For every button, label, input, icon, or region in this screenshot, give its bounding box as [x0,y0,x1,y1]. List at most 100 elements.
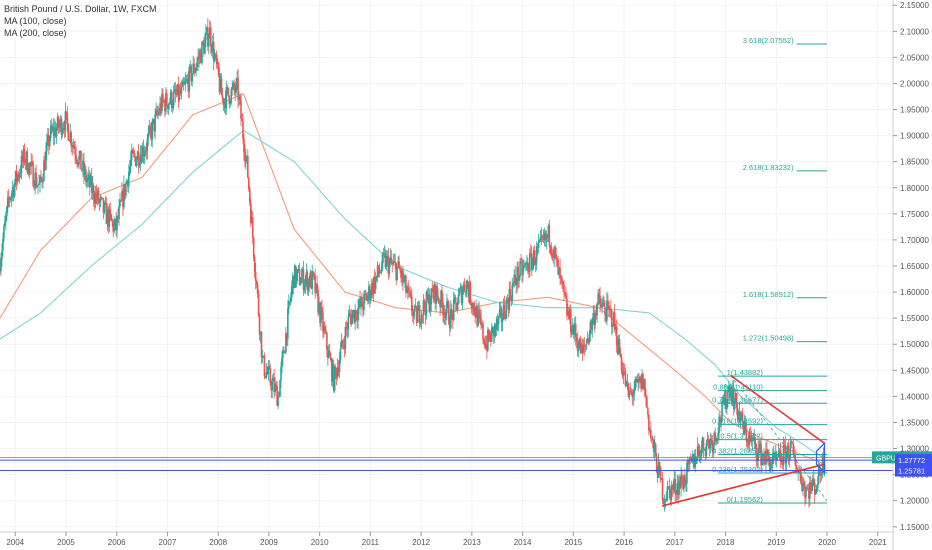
candle-body [414,306,417,307]
candle-body [698,450,701,457]
legend-symbol-line[interactable]: British Pound / U.S. Dollar, 1W, FXCM [4,4,157,14]
candle-body [567,310,569,316]
candle-body [149,126,152,130]
candle-body [792,443,795,455]
candle-body [470,303,473,306]
candle-body [487,329,489,351]
time-tick-label: 2009 [260,538,278,547]
candle-body [339,348,342,361]
candle-body [104,202,107,204]
candle-body [820,474,823,476]
candle-body [378,272,381,274]
price-tick-label: 1.35000 [900,418,929,427]
candle-body [632,394,635,398]
price-tick-label: 1.60000 [900,288,929,297]
candle-body [383,253,386,255]
candle-body [735,392,738,408]
candle-body [551,254,554,256]
candle-body [41,179,43,183]
candle-body [302,269,305,290]
candle-body [407,286,409,292]
candle-body [260,331,263,358]
candle-body [415,306,418,323]
candle-body [477,310,479,326]
candle-body [25,151,28,163]
fib-extension[interactable]: 3.618(2.07552) 2.618(1.83232) 1.618(1.5891… [712,36,828,504]
price-axis[interactable]: 2.15000 2.10000 2.05000 2.00000 1.95000 1.900… [892,0,929,550]
candles [0,18,826,512]
candle-body [70,132,73,147]
candle-body [179,89,182,94]
candle-body [289,297,292,302]
candle-body [390,257,393,264]
candle-body [319,302,321,323]
candle-body [609,308,611,310]
candle-body [819,474,822,476]
candle-body [518,276,520,281]
candle-body [113,224,115,232]
candle-body [563,284,565,293]
candle-body [806,488,808,491]
candle-body [313,273,315,276]
legend-ma100[interactable]: MA (100, close) [4,16,67,26]
candle-body [117,216,119,220]
candle-body [466,281,469,289]
candle-body [320,307,322,323]
candle-body [191,73,194,82]
candle-body [571,325,574,335]
candle-body [621,369,624,376]
candle-body [808,488,810,499]
candle-body [517,266,519,281]
time-axis[interactable]: 2004 2005 2006 2007 2008 2009 2010 2011 2012 2013… [0,531,893,547]
candle-body [590,321,593,330]
trendlines[interactable] [661,374,826,507]
candle-body [684,475,686,485]
trendline [661,463,825,507]
candle-body [435,285,437,304]
candle-body [288,301,291,303]
ma-line-200 [0,129,825,460]
candle-body [42,181,44,183]
candle-body [263,355,266,377]
candle-body [91,185,94,193]
candle-body [458,289,461,295]
candle-body [559,267,561,277]
candle-body [158,112,160,114]
candle-body [600,303,602,308]
candle-body [88,174,91,187]
candle-body [404,275,406,281]
candle-body [421,314,424,316]
candle-body [72,144,74,147]
candle-body [617,339,620,354]
legend-ma200[interactable]: MA (200, close) [4,28,67,38]
candle-body [372,277,375,295]
candle-body [673,478,676,486]
candle-body [732,388,735,410]
candle-body [494,324,497,330]
candle-body [231,87,234,90]
candle-body [245,156,247,162]
candle-body [209,27,212,47]
candle-body [102,198,105,213]
candle-body [35,172,37,187]
candle-body [77,163,79,165]
candle-body [484,342,486,348]
candle-body [296,269,299,274]
candle-body [312,271,315,274]
candle-body [640,376,642,389]
candle-body [329,351,331,357]
candle-body [762,454,764,457]
candle-body [432,292,435,299]
price-tick-label: 1.55000 [900,314,929,323]
candle-body [592,312,595,321]
candle-body [489,334,491,341]
candle-body [577,347,580,351]
candle-body [759,443,761,449]
candle-body [599,295,601,304]
candle-body [644,379,646,397]
candle-body [131,150,134,153]
candle-body [356,317,358,321]
candle-body [818,464,821,475]
candle-body [687,460,689,463]
